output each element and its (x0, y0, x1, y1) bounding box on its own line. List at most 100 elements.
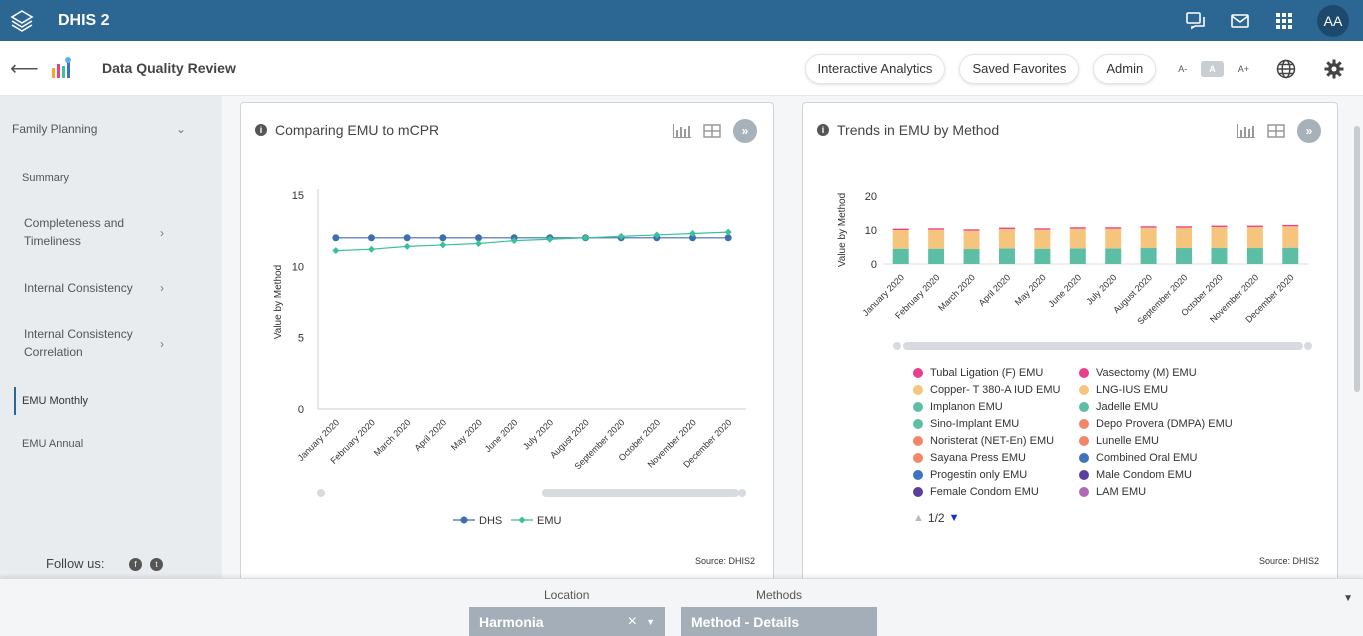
table-view-icon[interactable] (1267, 123, 1285, 139)
more-options-button[interactable]: » (733, 119, 757, 143)
twitter-icon[interactable]: t (150, 558, 163, 571)
saved-favorites-button[interactable]: Saved Favorites (959, 53, 1080, 84)
legend-item[interactable]: Progestin only EMU (913, 469, 1027, 481)
font-normal-button[interactable]: A (1201, 60, 1224, 77)
legend-dot (913, 436, 923, 446)
data-point (368, 234, 375, 242)
chart-view-icon[interactable] (1237, 123, 1255, 139)
data-point (582, 234, 589, 242)
bar-segment (928, 228, 945, 230)
back-arrow-icon[interactable]: ⟵ (10, 57, 39, 80)
font-decrease-button[interactable]: A- (1178, 63, 1188, 74)
legend-item[interactable]: Combined Oral EMU (1079, 452, 1197, 464)
data-point (617, 232, 625, 240)
legend-item[interactable]: Vasectomy (M) EMU (1079, 367, 1197, 379)
sidebar-item-consistency-correlation[interactable]: Internal Consistency Correlation (24, 327, 133, 359)
user-avatar[interactable]: AA (1317, 4, 1349, 37)
legend-item[interactable]: Sayana Press EMU (913, 452, 1026, 464)
collapse-caret-icon[interactable]: ▼ (1343, 593, 1353, 604)
legend-label: Combined Oral EMU (1096, 452, 1198, 464)
sidebar-section-family-planning[interactable]: Family Planning (12, 122, 98, 136)
sidebar-item-summary[interactable]: Summary (22, 172, 70, 184)
legend-item[interactable]: Implanon EMU (913, 401, 1003, 413)
chevron-right-icon[interactable]: › (160, 337, 164, 351)
globe-icon[interactable] (1275, 58, 1297, 80)
legend-item[interactable]: Female Condom EMU (913, 486, 1039, 498)
dhis2-logo-icon[interactable] (4, 3, 40, 39)
legend-item[interactable]: Sino-Implant EMU (913, 418, 1019, 430)
bar-segment (998, 227, 1015, 229)
info-icon[interactable]: i (255, 124, 267, 136)
legend-item[interactable]: Male Condom EMU (1079, 469, 1192, 481)
brand-title[interactable]: DHIS 2 (58, 11, 110, 29)
x-tick-label: March 2020 (372, 417, 413, 458)
legend-marker (460, 516, 468, 524)
legend-prev-icon[interactable]: ▲ (913, 512, 924, 524)
chevron-down-icon[interactable]: ⌄ (176, 122, 187, 136)
font-increase-button[interactable]: A+ (1237, 63, 1249, 74)
chevron-right-icon[interactable]: › (160, 281, 164, 295)
dropdown-caret-icon[interactable]: ▼ (646, 617, 655, 627)
bar-segment (1140, 227, 1157, 249)
mail-icon[interactable] (1229, 10, 1251, 32)
legend-item[interactable]: LNG-IUS EMU (1079, 384, 1168, 396)
settings-gear-icon[interactable] (1323, 58, 1345, 80)
legend-item[interactable]: Noristerat (NET-En) EMU (913, 435, 1054, 447)
apps-grid-icon[interactable] (1273, 10, 1295, 32)
sidebar-item-emu-annual[interactable]: EMU Annual (22, 438, 84, 450)
table-view-icon[interactable] (703, 123, 721, 139)
methods-select[interactable]: Method - Details (681, 607, 877, 636)
facebook-icon[interactable]: f (129, 558, 142, 571)
y-tick-label: 10 (292, 261, 304, 273)
bar-segment (998, 228, 1015, 249)
data-point (403, 242, 411, 250)
legend-item[interactable]: Jadelle EMU (1079, 401, 1158, 413)
y-tick-label: 20 (865, 191, 877, 203)
chart-view-icon[interactable] (673, 123, 691, 139)
sidebar-item-emu-monthly[interactable]: EMU Monthly (22, 395, 89, 407)
scroll-right-icon (1304, 342, 1312, 350)
location-select[interactable]: Harmonia × ▼ (469, 607, 665, 636)
bar-segment (1069, 228, 1086, 249)
messages-icon[interactable] (1185, 10, 1207, 32)
admin-button[interactable]: Admin (1093, 53, 1157, 84)
legend-dot (1079, 385, 1089, 395)
legend-item[interactable]: Depo Provera (DMPA) EMU (1079, 418, 1233, 430)
scroll-right-icon (738, 489, 746, 497)
legend-item[interactable]: Tubal Ligation (F) EMU (913, 367, 1043, 379)
sidebar-item-internal-consistency[interactable]: Internal Consistency (24, 281, 133, 295)
sidebar-item-completeness[interactable]: Completeness and Timeliness (24, 216, 125, 248)
legend-label: Vasectomy (M) EMU (1096, 367, 1197, 379)
legend-dot (913, 368, 923, 378)
bar-segment (1105, 248, 1122, 264)
data-point (724, 234, 732, 242)
bar-segment (1140, 226, 1157, 228)
chevron-right-icon[interactable]: › (160, 226, 164, 240)
x-tick-label: May 2020 (1013, 272, 1048, 307)
legend-item[interactable]: LAM EMU (1079, 486, 1146, 498)
more-options-button[interactable]: » (1297, 119, 1321, 143)
bar-segment (963, 249, 980, 264)
bar-segment (963, 229, 980, 231)
series-line-emu (335, 231, 729, 252)
clear-icon[interactable]: × (627, 613, 637, 630)
legend-item[interactable]: Lunelle EMU (1079, 435, 1159, 447)
chart-card-emu-mcpr: i Comparing EMU to mCPR » 0 5 10 15 Value by… (240, 102, 774, 578)
legend-item[interactable]: Copper- T 380-A IUD EMU (913, 384, 1060, 396)
bar-segment (1105, 228, 1122, 249)
legend-next-icon[interactable]: ▼ (948, 512, 960, 524)
scroll-left-icon (317, 489, 325, 497)
chart-card-trends-emu: i Trends in EMU by Method » 0 10 20 Value b… (802, 102, 1338, 578)
info-icon[interactable]: i (817, 124, 829, 136)
interactive-analytics-button[interactable]: Interactive Analytics (804, 53, 946, 84)
legend-label: LNG-IUS EMU (1096, 384, 1169, 396)
source-label: Source: DHIS2 (1258, 556, 1319, 566)
x-tick-label: May 2020 (449, 417, 484, 452)
page-scrollbar[interactable] (1354, 126, 1360, 392)
legend-label: Jadelle EMU (1096, 401, 1159, 413)
app-header: ⟵ Data Quality Review Interactive Analyt… (0, 41, 1363, 96)
y-axis-label: Value by Method (273, 265, 284, 339)
bar-segment (1034, 248, 1051, 264)
location-value: Harmonia (479, 614, 544, 630)
bar-segment (1069, 248, 1086, 264)
